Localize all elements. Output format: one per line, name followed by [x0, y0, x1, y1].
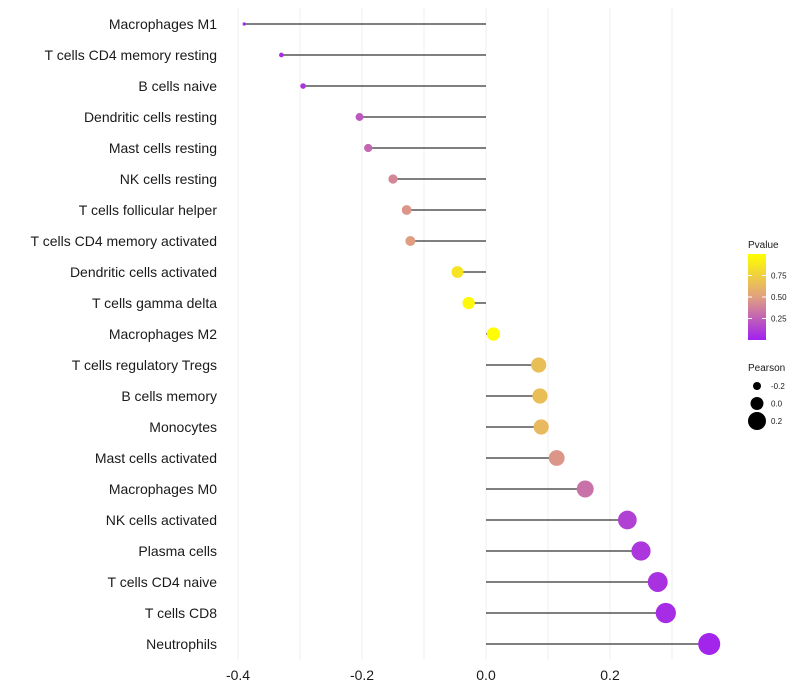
category-label: Dendritic cells resting — [84, 109, 217, 125]
category-label: Mast cells activated — [95, 450, 217, 466]
point — [698, 633, 721, 655]
point — [647, 572, 668, 592]
category-label: T cells gamma delta — [92, 295, 217, 311]
x-tick-label: -0.4 — [226, 667, 250, 683]
point — [279, 52, 284, 58]
category-label: B cells naive — [138, 78, 217, 94]
legend-pearson-label: 0.0 — [771, 400, 783, 409]
category-label: Mast cells resting — [109, 140, 217, 156]
stems — [244, 23, 710, 645]
category-label: T cells CD4 memory activated — [31, 233, 217, 249]
category-label: T cells CD4 naive — [108, 574, 218, 590]
category-label: T cells CD8 — [145, 605, 217, 621]
legend-pearson-key — [753, 382, 761, 390]
point — [548, 450, 565, 466]
point — [300, 83, 306, 89]
point — [486, 327, 501, 341]
category-label: Macrophages M2 — [109, 326, 217, 342]
x-tick-label: -0.2 — [350, 667, 374, 683]
legend-pvalue: Pvalue 0.75 0.50 0.25 — [748, 240, 787, 340]
point — [462, 296, 475, 310]
point — [388, 174, 398, 184]
x-axis-ticks: -0.4 -0.2 0.0 0.2 — [226, 667, 620, 683]
point — [531, 357, 547, 373]
legend-pvalue-tick-label: 0.50 — [771, 293, 787, 302]
point — [532, 388, 548, 404]
category-label: T cells CD4 memory resting — [45, 47, 217, 63]
x-tick-label: 0.0 — [476, 667, 496, 683]
category-labels: Macrophages M1 T cells CD4 memory resting… — [31, 16, 218, 652]
point — [405, 236, 416, 246]
gridlines — [237, 8, 673, 660]
point — [631, 541, 651, 561]
legend-pearson-key — [750, 397, 764, 410]
legend-pvalue-title: Pvalue — [748, 240, 779, 251]
category-label: T cells follicular helper — [79, 202, 218, 218]
category-label: Dendritic cells activated — [70, 264, 217, 280]
point — [618, 510, 637, 530]
category-label: NK cells resting — [120, 171, 217, 187]
category-label: Neutrophils — [146, 636, 217, 652]
point — [401, 205, 412, 215]
category-label: Macrophages M1 — [109, 16, 217, 32]
point — [242, 22, 246, 26]
category-label: T cells regulatory Tregs — [72, 357, 217, 373]
category-label: NK cells activated — [106, 512, 217, 528]
point — [576, 480, 594, 498]
legend-pearson: Pearson -0.2 0.0 0.2 — [748, 363, 785, 430]
category-label: Macrophages M0 — [109, 481, 217, 497]
point — [355, 113, 364, 121]
category-label: B cells memory — [121, 388, 217, 404]
legend-pearson-key — [748, 412, 766, 430]
legend-pearson-label: 0.2 — [771, 417, 783, 426]
legend-pvalue-tick-label: 0.25 — [771, 315, 787, 324]
category-label: Plasma cells — [138, 543, 217, 559]
legend-pvalue-tick-label: 0.75 — [771, 272, 787, 281]
x-tick-label: 0.2 — [600, 667, 620, 683]
category-label: Monocytes — [149, 419, 217, 435]
points — [242, 22, 721, 655]
point — [451, 266, 464, 278]
legend-pvalue-colorbar — [748, 254, 766, 340]
legend-pearson-title: Pearson — [748, 363, 785, 374]
legend-pearson-label: -0.2 — [771, 382, 785, 391]
point — [364, 143, 373, 153]
point — [533, 419, 549, 435]
point — [655, 602, 676, 624]
